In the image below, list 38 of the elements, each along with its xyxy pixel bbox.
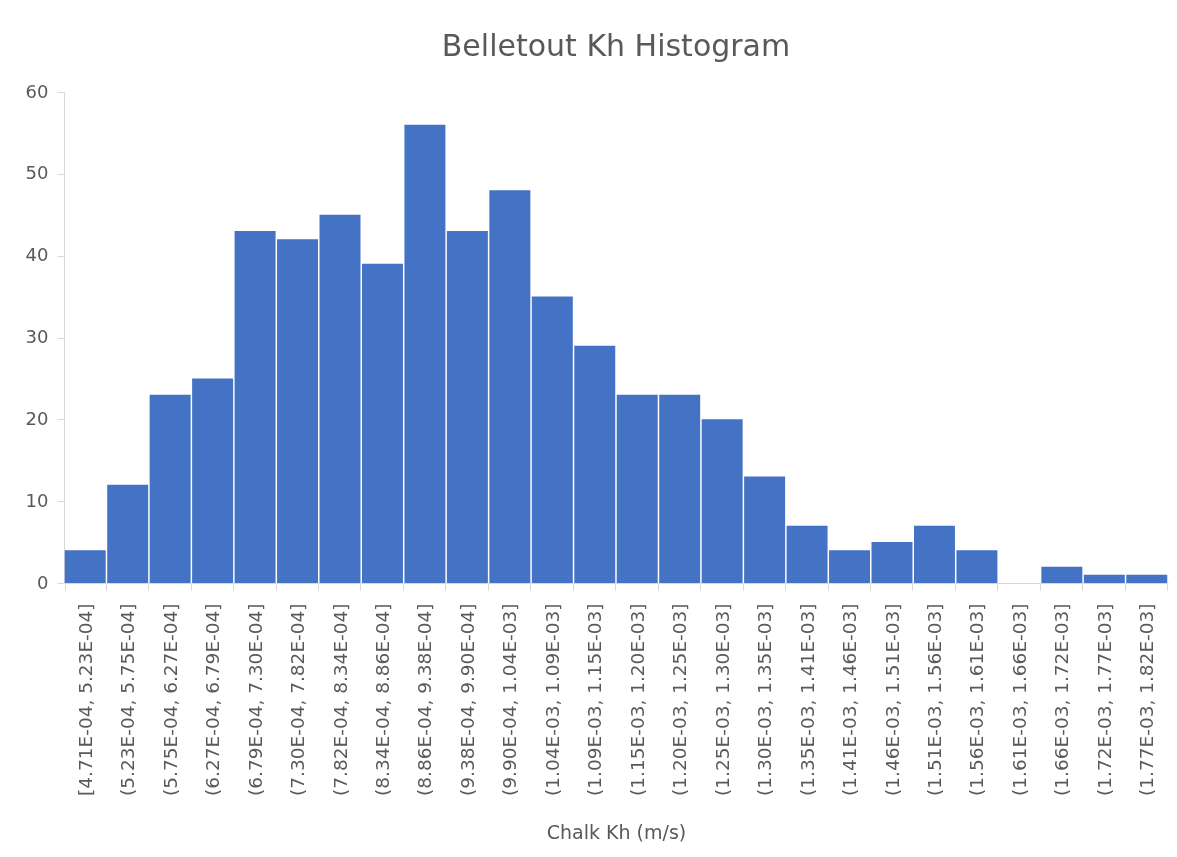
bar <box>871 542 913 583</box>
x-tick-label: (1.51E-03, 1.56E-03] <box>923 603 945 796</box>
x-tick-label: (1.46E-03, 1.51E-03] <box>881 603 903 796</box>
x-tick-label: (1.04E-03, 1.09E-03] <box>541 603 563 796</box>
x-tick-label: (5.75E-04, 6.27E-04] <box>159 603 181 796</box>
y-tick-label: 20 <box>25 407 49 429</box>
y-tick-label: 50 <box>25 162 49 184</box>
x-tick-label: (5.23E-04, 5.75E-04] <box>117 603 139 796</box>
x-tick-label: (1.15E-03, 1.20E-03] <box>626 603 648 796</box>
x-tick-label: (9.90E-04, 1.04E-03] <box>499 603 521 796</box>
x-axis-title: Chalk Kh (m/s) <box>546 820 687 843</box>
x-tick-label: (6.79E-04, 7.30E-04] <box>244 603 266 796</box>
x-tick-label: (1.61E-03, 1.66E-03] <box>1008 603 1030 796</box>
x-tick-label: (6.27E-04, 6.79E-04] <box>202 603 224 796</box>
chart-title: Belletout Kh Histogram <box>441 28 791 63</box>
x-tick-label: (1.35E-03, 1.41E-03] <box>796 603 818 796</box>
x-tick-label: (1.20E-03, 1.25E-03] <box>669 603 691 796</box>
y-tick-label: 10 <box>25 489 49 511</box>
x-tick-label: (8.86E-04, 9.38E-04] <box>414 603 436 796</box>
y-tick-label: 60 <box>25 80 49 102</box>
y-tick-label: 40 <box>25 244 49 266</box>
x-tick-label: (8.34E-04, 8.86E-04] <box>371 603 393 796</box>
bar <box>1041 566 1083 583</box>
x-tick-label: (1.41E-03, 1.46E-03] <box>839 603 861 796</box>
x-tick-label: (1.30E-03, 1.35E-03] <box>754 603 776 796</box>
x-tick-label: (1.77E-03, 1.82E-03] <box>1136 603 1158 796</box>
x-tick-label: (1.09E-03, 1.15E-03] <box>584 603 606 796</box>
bar <box>319 214 361 583</box>
x-tick-label: (9.38E-04, 9.90E-04] <box>456 603 478 796</box>
x-tick-label: (1.25E-03, 1.30E-03] <box>711 603 733 796</box>
y-tick-label: 0 <box>37 571 49 593</box>
y-tick-label: 30 <box>25 326 49 347</box>
x-tick-label: (7.30E-04, 7.82E-04] <box>287 603 309 796</box>
x-tick-label: (1.66E-03, 1.72E-03] <box>1051 603 1073 796</box>
x-tick-label: (7.82E-04, 8.34E-04] <box>329 603 351 796</box>
x-tick-label: (1.56E-03, 1.61E-03] <box>966 603 988 796</box>
x-tick-label: (1.72E-03, 1.77E-03] <box>1093 603 1115 796</box>
x-tick-label: [4.71E-04, 5.23E-04] <box>74 603 96 796</box>
